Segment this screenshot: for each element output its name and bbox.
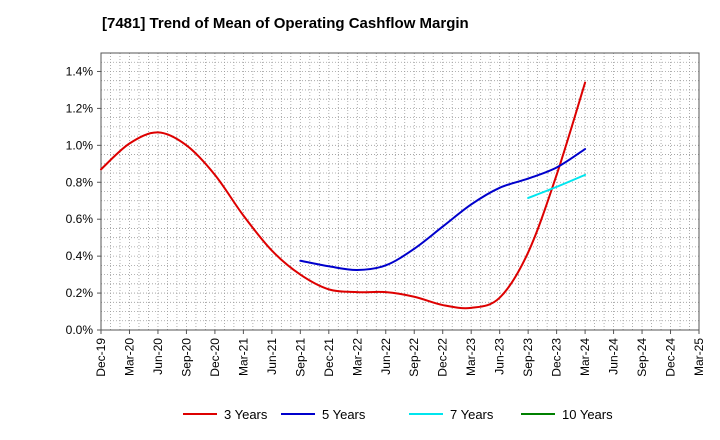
x-tick-label: Mar-21 <box>236 338 250 376</box>
x-tick-label: Sep-23 <box>521 338 535 377</box>
x-tick-label: Mar-25 <box>692 338 706 376</box>
y-tick-label: 1.2% <box>66 101 94 115</box>
x-tick-label: Jun-22 <box>379 338 393 375</box>
series-lines <box>100 81 587 310</box>
y-tick-label: 1.4% <box>66 64 94 78</box>
x-tick-label: Jun-20 <box>151 338 165 375</box>
x-tick-label: Dec-21 <box>322 338 336 377</box>
chart-title: [7481] Trend of Mean of Operating Cashfl… <box>102 15 469 32</box>
plot-frame <box>100 52 700 331</box>
y-tick-label: 0.8% <box>66 175 94 189</box>
x-tick-label: Jun-21 <box>265 338 279 375</box>
x-tick-label: Mar-24 <box>578 338 592 376</box>
x-tick-label: Sep-20 <box>179 338 193 377</box>
legend-label-10-years: 10 Years <box>562 407 613 422</box>
series-line-5-years <box>299 148 587 271</box>
y-tick-label: 0.2% <box>66 286 94 300</box>
x-tick-label: Dec-20 <box>208 338 222 377</box>
x-tick-label: Mar-20 <box>122 338 136 376</box>
legend-label-5-years: 5 Years <box>322 407 366 422</box>
plot-area <box>101 53 699 330</box>
axes: 0.0% 0.2% 0.4% 0.6% 0.8% 1.0% 1.2% 1.4% Dec-19 Ma… <box>66 52 706 377</box>
x-tick-label: Jun-24 <box>607 338 621 375</box>
x-tick-label: Mar-23 <box>464 338 478 376</box>
legend-label-7-years: 7 Years <box>450 407 494 422</box>
x-tick-label: Dec-19 <box>94 338 108 377</box>
y-tick-label: 0.4% <box>66 249 94 263</box>
y-tick-label: 0.0% <box>66 323 94 337</box>
x-tick-label: Sep-21 <box>293 338 307 377</box>
series-line-3-years <box>100 81 587 310</box>
x-tick-label: Sep-22 <box>407 338 421 377</box>
x-tick-label: Jun-23 <box>493 338 507 375</box>
y-tick-label: 1.0% <box>66 138 94 152</box>
x-tick-label: Dec-23 <box>550 338 564 377</box>
series-line-7-years <box>527 173 587 199</box>
legend: 3 Years 5 Years 7 Years 10 Years <box>183 407 613 422</box>
x-tick-label: Dec-22 <box>436 338 450 377</box>
grid-lines <box>101 53 699 330</box>
x-tick-label: Dec-24 <box>664 338 678 377</box>
legend-label-3-years: 3 Years <box>224 407 268 422</box>
x-tick-label: Sep-24 <box>635 338 649 377</box>
x-tick-label: Mar-22 <box>350 338 364 376</box>
y-tick-label: 0.6% <box>66 212 94 226</box>
